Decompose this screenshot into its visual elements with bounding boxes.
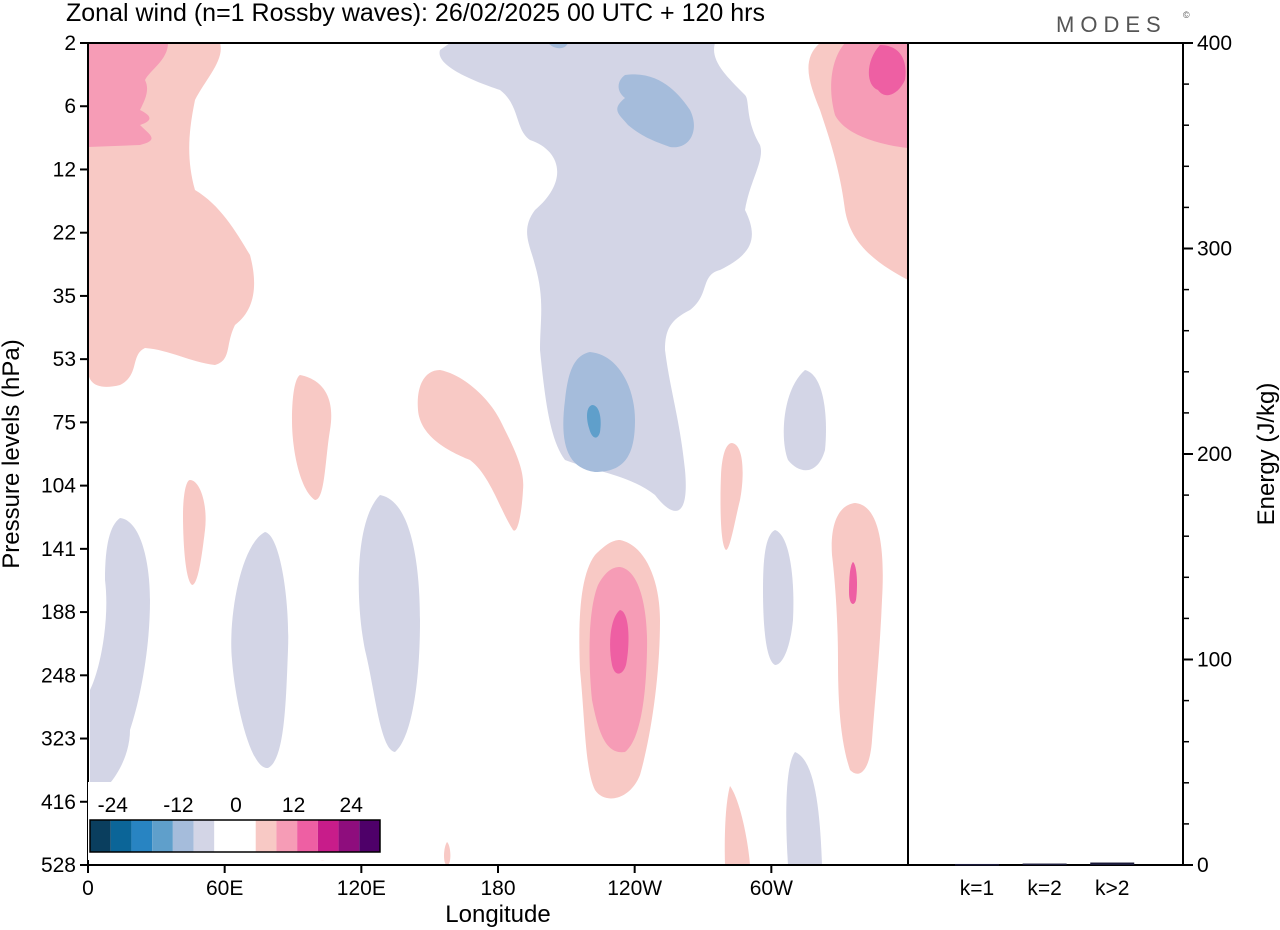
x-tick-label: 120E xyxy=(337,877,386,900)
neg12-region-upper xyxy=(617,74,694,148)
energy-bar xyxy=(1090,862,1135,865)
neg-region-120e xyxy=(358,495,420,752)
colorbar-cell xyxy=(276,820,298,852)
pos18-region-upper-right xyxy=(868,45,906,96)
energy-y-tick-label: 300 xyxy=(1197,238,1232,261)
x-tick-label: 60E xyxy=(206,877,243,900)
y-tick-label: 416 xyxy=(41,791,76,814)
colorbar-frame xyxy=(89,819,381,853)
neg-region-50w-upper xyxy=(783,370,826,471)
y-tick-label: 323 xyxy=(41,728,76,751)
colorbar-cell xyxy=(214,820,235,852)
x-axis-label: Longitude xyxy=(445,901,550,928)
y-tick-label: 53 xyxy=(53,348,76,371)
neg-region-80w xyxy=(763,530,794,665)
energy-bars xyxy=(955,862,1135,866)
x-tick-label: 60W xyxy=(750,877,793,900)
energy-x-tick-label: k=2 xyxy=(1027,877,1061,900)
energy-x-tick-label: k=1 xyxy=(960,877,994,900)
negative-anomaly-regions xyxy=(90,43,826,865)
energy-x-tick-label: k>2 xyxy=(1095,877,1129,900)
colorbar: -24 -12 0 12 24 xyxy=(88,782,382,860)
colorbar-label: 24 xyxy=(340,794,364,817)
x-axis-ticks: 0 60E 120E 180 120W 60W xyxy=(82,865,793,900)
y-tick-label: 22 xyxy=(53,222,76,245)
y-tick-label: 2 xyxy=(64,32,76,55)
energy-y-tick-label: 100 xyxy=(1197,649,1232,672)
energy-frame xyxy=(907,42,1184,866)
colorbar-label: -24 xyxy=(98,794,129,817)
colorbar-cell xyxy=(255,820,277,852)
energy-panel: 0 100 200 300 400 k=1 k=2 k>2 Energy (J/kg) xyxy=(907,32,1280,900)
y-tick-label: 188 xyxy=(41,601,76,624)
pos12-region-upper-left xyxy=(88,43,168,147)
y-axis-ticks: 2 6 12 22 35 53 75 104 141 188 248 323 416 528 xyxy=(41,32,88,877)
neg-region-top xyxy=(548,43,568,49)
chart-title: Zonal wind (n=1 Rossby waves): 26/02/202… xyxy=(66,0,765,27)
colorbar-cell xyxy=(90,820,111,852)
colorbar-cell xyxy=(193,820,215,852)
y-tick-label: 6 xyxy=(64,95,76,118)
heatmap-panel xyxy=(87,42,909,866)
energy-x-ticks: k=1 k=2 k>2 xyxy=(960,877,1130,900)
energy-y-ticks: 0 100 200 300 400 xyxy=(1183,32,1232,877)
colorbar-cell xyxy=(317,820,339,852)
y-tick-label: 248 xyxy=(41,664,76,687)
pos-region-90w-bottom xyxy=(724,786,750,865)
y-axis-label: Pressure levels (hPa) xyxy=(0,339,25,568)
neg-region-upper xyxy=(439,43,762,511)
pos-region-160e xyxy=(417,370,524,531)
pos-region-90w xyxy=(720,443,743,550)
colorbar-cell xyxy=(110,820,132,852)
colorbar-cell xyxy=(235,820,256,852)
positive-anomaly-regions xyxy=(88,43,908,865)
colorbar-cell xyxy=(338,820,360,852)
y-tick-label: 35 xyxy=(53,285,76,308)
colorbar-cell xyxy=(172,820,194,852)
y-tick-label: 141 xyxy=(41,538,76,561)
colorbar-cell xyxy=(297,820,318,852)
y-tick-label: 12 xyxy=(53,158,76,181)
pos18-region-120w xyxy=(610,610,629,674)
neg-region-50w-lower xyxy=(786,752,822,865)
colorbar-label: -12 xyxy=(163,794,193,817)
energy-bar xyxy=(955,863,999,866)
colorbar-label: 0 xyxy=(230,794,242,817)
colorbar-cell xyxy=(152,820,173,852)
pos-region-40e xyxy=(183,480,206,585)
neg-region-left-low xyxy=(90,518,150,800)
pos-region-70e xyxy=(292,375,332,500)
y-tick-label: 104 xyxy=(41,475,76,498)
energy-y-tick-label: 200 xyxy=(1197,443,1232,466)
y-tick-label: 528 xyxy=(41,854,76,877)
colorbar-label: 12 xyxy=(282,794,305,817)
energy-y-tick-label: 0 xyxy=(1197,854,1209,877)
modes-logo: MODES xyxy=(1056,12,1167,37)
x-tick-label: 180 xyxy=(480,877,515,900)
pos-region-40w xyxy=(831,503,883,774)
y-tick-label: 75 xyxy=(53,411,76,434)
x-tick-label: 120W xyxy=(607,877,662,900)
modes-logo-mark: © xyxy=(1183,10,1190,20)
pos12-region-40w xyxy=(849,562,857,604)
energy-y-tick-label: 400 xyxy=(1197,32,1232,55)
colorbar-cell xyxy=(359,820,380,852)
colorbar-cell xyxy=(131,820,153,852)
x-tick-label: 0 xyxy=(82,877,94,900)
energy-axis-label: Energy (J/kg) xyxy=(1253,383,1280,526)
neg18-region-core xyxy=(587,405,601,438)
energy-bar xyxy=(1022,863,1067,866)
neg-region-60e xyxy=(231,532,289,769)
pos-region-160e-bottom xyxy=(444,842,451,865)
